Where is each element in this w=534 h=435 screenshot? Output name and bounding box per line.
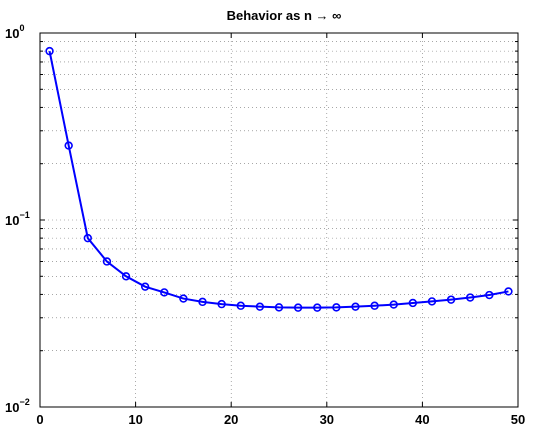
y-tick-label: 10−2 [5,397,30,415]
data-point [236,301,245,310]
data-point [255,302,265,311]
data-point [179,294,188,303]
data-point [389,300,398,309]
x-tick-label: 40 [415,412,429,427]
data-point [102,257,112,266]
data-point [408,298,418,308]
x-tick-label: 20 [224,412,238,427]
y-tick-base: 10 [5,400,19,415]
y-tick-label: 100 [5,23,24,41]
y-tick-label: 10−1 [5,210,30,228]
chart-title: Behavior as n → ∞ [227,8,342,23]
x-tick-label: 0 [36,412,43,427]
data-point [293,303,303,312]
data-point [351,302,360,311]
data-point [446,295,456,304]
grid [40,33,518,407]
data-point [332,303,341,312]
x-axis: 0 10 20 30 40 50 [36,33,525,427]
series-line [48,50,509,309]
data-point [504,287,513,296]
data-point [217,299,226,309]
data-point [485,290,494,300]
data-point [466,293,475,302]
y-tick-base: 10 [5,26,19,41]
x-tick-label: 50 [511,412,525,427]
plot-area-border [39,32,519,408]
data-point [313,303,322,312]
data-point [198,297,207,307]
data-point [140,282,150,291]
data-point [64,141,73,150]
data-point [370,301,379,310]
data-point [160,288,169,297]
y-tick-exponent: −1 [19,210,29,220]
y-tick-exponent: 0 [19,23,24,33]
x-tick-label: 30 [320,412,334,427]
series-layer [45,46,513,312]
data-point [427,297,437,306]
data-point [83,233,93,243]
data-point [274,303,284,312]
data-point [45,46,54,56]
data-point [121,272,131,281]
y-tick-base: 10 [5,213,19,228]
x-tick-label: 10 [128,412,142,427]
y-tick-exponent: −2 [19,397,29,407]
